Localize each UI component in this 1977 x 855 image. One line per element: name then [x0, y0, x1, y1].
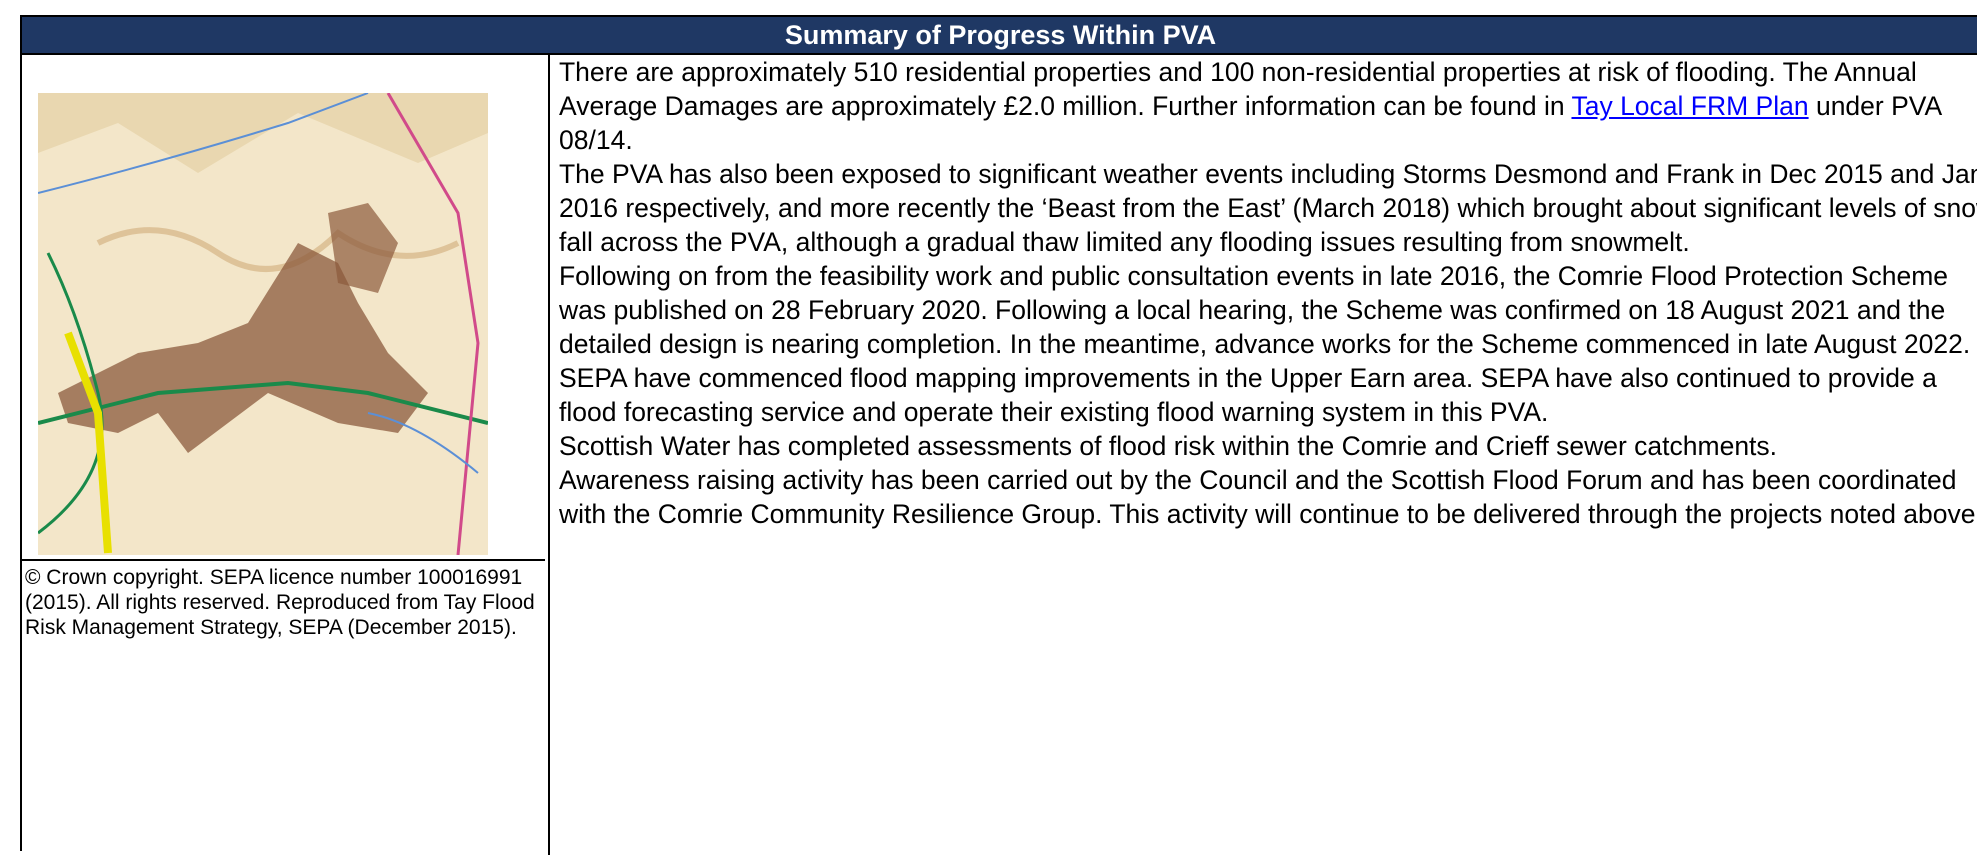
paragraph: There are approximately 510 residential … [559, 55, 1977, 157]
progress-text: There are approximately 510 residential … [559, 55, 1977, 531]
map-image [38, 93, 488, 555]
plan-link[interactable]: Tay Local FRM Plan [1571, 91, 1809, 121]
summary-table: Summary of Progress Within PVA © Crown c… [20, 15, 1977, 855]
paragraph: Awareness raising activity has been carr… [559, 465, 1977, 529]
text: under PVA 08/14. [559, 91, 1941, 155]
table-header: Summary of Progress Within PVA [22, 17, 1977, 55]
paragraph: Following on from the feasibility work a… [559, 261, 1971, 359]
paragraph: SEPA have commenced flood mapping improv… [559, 363, 1937, 427]
text: There are approximately 510 residential … [559, 57, 1917, 121]
paragraph: Scottish Water has completed assessments… [559, 431, 1778, 461]
map-cell: © Crown copyright. SEPA licence number 1… [22, 55, 550, 855]
map-caption: © Crown copyright. SEPA licence number 1… [22, 559, 545, 640]
paragraph: The PVA has also been exposed to signifi… [559, 159, 1977, 257]
